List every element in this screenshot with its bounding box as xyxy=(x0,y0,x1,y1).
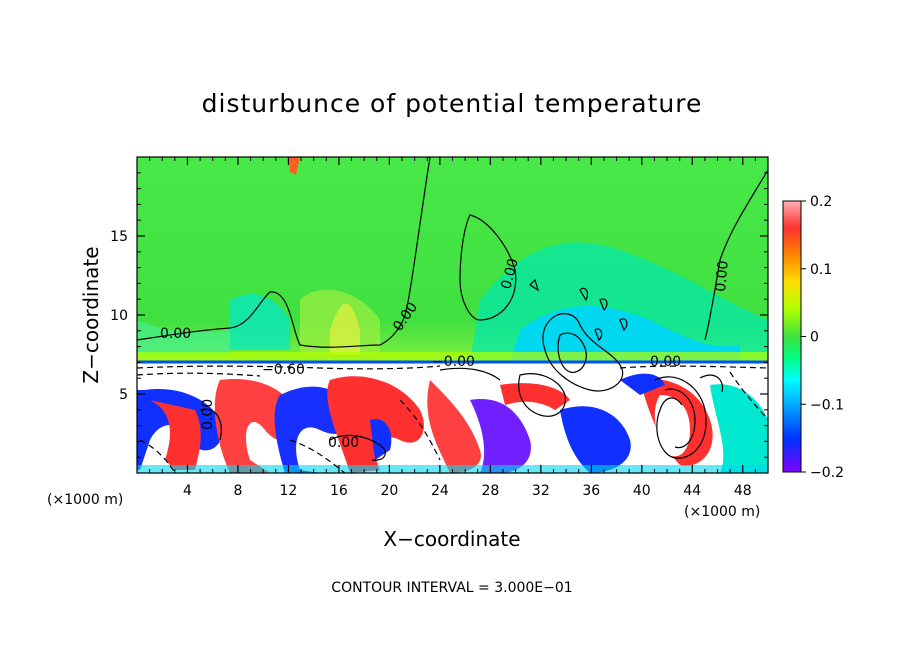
y-tick-label: 10 xyxy=(110,308,128,324)
contour-line xyxy=(137,157,431,348)
x-tick-label: 16 xyxy=(330,483,348,499)
x-tick-label: 24 xyxy=(431,483,449,499)
y-tick-label: 5 xyxy=(119,387,128,403)
contour-interval-footer: CONTOUR INTERVAL = 3.000E−01 xyxy=(331,580,572,596)
y-axis: 5 10 15 xyxy=(110,172,768,458)
x-axis: 4 8 12 16 20 24 28 32 36 40 44 48 xyxy=(149,157,756,499)
y-tick-label: 15 xyxy=(110,229,128,245)
x-axis-label: X−coordinate xyxy=(383,527,520,551)
contour-label: −0.00 xyxy=(432,354,475,370)
contour-line xyxy=(439,367,501,381)
cyan-region xyxy=(137,320,230,355)
contour-label: 0.00 xyxy=(160,326,191,342)
contour-line xyxy=(137,372,261,377)
contour-label: 0.00 xyxy=(498,257,522,291)
contour-lines xyxy=(137,157,768,461)
contour-label: −0.60 xyxy=(262,362,305,378)
blue-region xyxy=(370,419,392,460)
contour-line xyxy=(619,365,768,369)
red-region xyxy=(427,380,481,473)
contour-line xyxy=(329,434,386,461)
contour-label: 0.00 xyxy=(200,399,216,430)
white-vortex xyxy=(654,395,690,457)
colorbar-tick-label: 0 xyxy=(810,330,819,346)
chart-title: disturbunce of potential temperature xyxy=(202,89,703,118)
contour-line xyxy=(518,373,567,417)
blue-region xyxy=(560,406,631,473)
x-tick-label: 36 xyxy=(582,483,600,499)
red-spot xyxy=(289,157,300,175)
contour-line xyxy=(289,439,346,473)
cyan-region xyxy=(710,384,768,473)
cyan-region xyxy=(230,294,290,350)
x-tick-label: 4 xyxy=(183,483,192,499)
x-tick-label: 8 xyxy=(233,483,242,499)
x-tick-label: 40 xyxy=(633,483,651,499)
contour-label: 0.00 xyxy=(650,354,681,370)
colorbar xyxy=(782,200,802,473)
colorbar-ticks: 0.2 0.1 0 −0.1 −0.2 xyxy=(801,194,844,481)
contour-line xyxy=(664,388,696,449)
contour-line xyxy=(654,376,707,459)
blue-region xyxy=(620,373,665,395)
negative-contours xyxy=(137,365,768,473)
contour-line xyxy=(542,313,624,392)
contour-line xyxy=(139,439,176,473)
red-region xyxy=(500,383,570,410)
x-tick-label: 44 xyxy=(683,483,701,499)
cyan-region xyxy=(510,306,740,362)
x-unit-right: (×1000 m) xyxy=(684,504,760,520)
x-tick-label: 48 xyxy=(734,483,752,499)
colorbar-tick-label: −0.1 xyxy=(810,397,844,413)
x-tick-label: 20 xyxy=(380,483,398,499)
colorbar-tick-label: 0.1 xyxy=(810,262,832,278)
contour-label: 0.00 xyxy=(713,260,732,292)
contour-line xyxy=(199,408,222,441)
purple-region xyxy=(470,399,531,473)
colorbar-tick-label: −0.2 xyxy=(810,465,844,481)
x-unit-left: (×1000 m) xyxy=(47,492,123,508)
contour-line xyxy=(699,374,724,393)
yellow-region xyxy=(330,303,360,355)
contour-line xyxy=(529,278,628,342)
contour-line xyxy=(557,332,587,374)
red-region xyxy=(150,400,201,470)
x-tick-label: 12 xyxy=(280,483,298,499)
contour-line xyxy=(137,365,441,370)
colorbar-tick-label: 0.2 xyxy=(810,194,832,210)
contour-line xyxy=(704,169,768,341)
contour-line xyxy=(459,214,517,321)
x-tick-label: 32 xyxy=(532,483,550,499)
x-tick-label: 28 xyxy=(481,483,499,499)
contour-label: 0.00 xyxy=(328,435,359,451)
y-axis-label: Z−coordinate xyxy=(79,246,103,383)
heatmap-field: 0.00 0.00 0.00 0.00 0.00 −0.60 −0.00 0.0… xyxy=(137,157,768,473)
yellow-band xyxy=(137,352,768,362)
